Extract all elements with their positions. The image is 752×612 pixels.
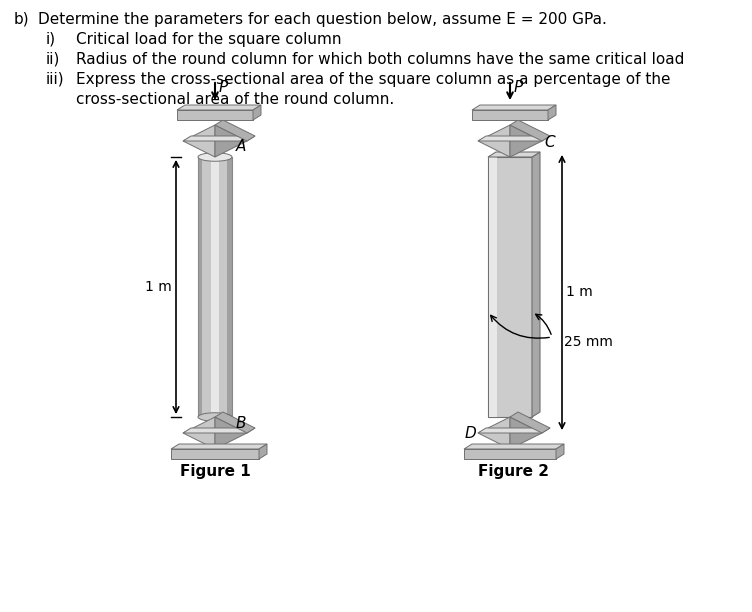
Ellipse shape [198,153,232,161]
Bar [227,157,232,417]
Polygon shape [478,428,550,433]
Polygon shape [532,152,540,417]
Text: Express the cross-sectional area of the square column as a percentage of the: Express the cross-sectional area of the … [76,72,671,87]
Text: 25 mm: 25 mm [564,335,613,349]
Text: Radius of the round column for which both columns have the same critical load: Radius of the round column for which bot… [76,52,684,67]
Bar [198,157,202,417]
Polygon shape [478,417,510,449]
Polygon shape [510,120,550,141]
Polygon shape [183,428,255,433]
Polygon shape [215,417,247,449]
Ellipse shape [198,412,232,421]
Text: A: A [236,139,247,154]
Text: D: D [464,425,476,441]
Polygon shape [215,120,255,141]
Text: ii): ii) [46,52,60,67]
Polygon shape [472,105,556,110]
Polygon shape [472,110,548,120]
Text: Determine the parameters for each question below, assume E = 200 GPa.: Determine the parameters for each questi… [38,12,607,27]
Polygon shape [183,136,255,141]
Polygon shape [259,444,267,459]
Polygon shape [183,417,215,449]
Text: b): b) [14,12,29,27]
Polygon shape [510,412,550,433]
Polygon shape [510,125,542,157]
Text: 1 m: 1 m [566,286,593,299]
Polygon shape [478,136,550,141]
Polygon shape [183,125,215,157]
Text: Figure 2: Figure 2 [478,464,550,479]
Text: 1 m: 1 m [145,280,172,294]
Polygon shape [510,417,542,449]
Polygon shape [464,444,564,449]
Polygon shape [171,444,267,449]
Text: iii): iii) [46,72,65,87]
Polygon shape [215,125,247,157]
Bar [198,157,232,417]
Polygon shape [215,412,255,433]
Text: P: P [219,80,229,95]
Polygon shape [464,449,556,459]
Polygon shape [488,152,540,157]
Text: C: C [544,135,555,150]
Polygon shape [177,110,253,120]
Polygon shape [556,444,564,459]
Polygon shape [548,105,556,120]
Polygon shape [478,125,510,157]
Polygon shape [177,105,261,110]
Text: P: P [514,80,523,95]
Text: Critical load for the square column: Critical load for the square column [76,32,341,47]
Text: B: B [236,416,247,431]
Polygon shape [171,449,259,459]
Bar [211,157,220,417]
Text: i): i) [46,32,56,47]
Polygon shape [253,105,261,120]
Bar [198,157,232,417]
Bar [489,157,497,417]
Text: cross-sectional area of the round column.: cross-sectional area of the round column… [76,92,394,107]
Polygon shape [488,157,532,417]
Text: Figure 1: Figure 1 [180,464,250,479]
